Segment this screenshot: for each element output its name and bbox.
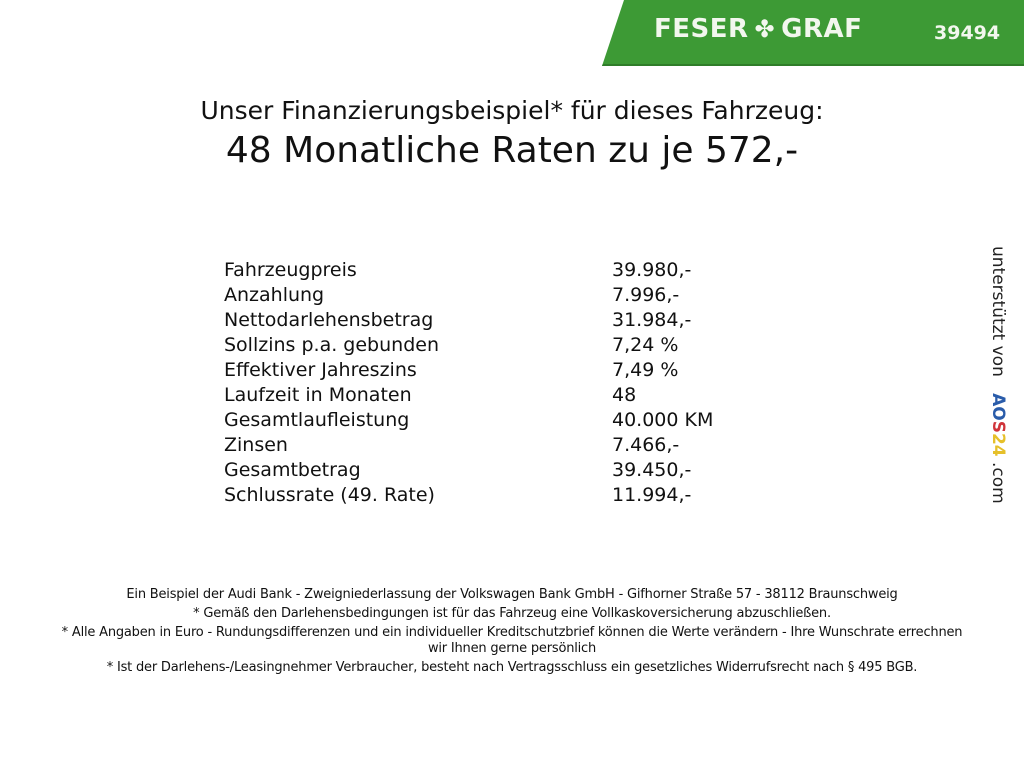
disclaimer-line: * Gemäß den Darlehensbedingungen ist für… bbox=[193, 606, 831, 621]
row-label: Zinsen bbox=[224, 434, 288, 456]
row-value: 39.450,- bbox=[612, 459, 692, 481]
table-row: Gesamtbetrag 39.450,- bbox=[224, 458, 713, 483]
row-label: Anzahlung bbox=[224, 284, 325, 306]
row-value: 40.000 KM bbox=[612, 409, 714, 431]
row-label: Schlussrate (49. Rate) bbox=[224, 484, 435, 506]
table-row: Fahrzeugpreis 39.980,- bbox=[224, 258, 713, 283]
table-row: Nettodarlehensbetrag 31.984,- bbox=[224, 308, 713, 333]
disclaimer-line: * Ist der Darlehens-/Leasingnehmer Verbr… bbox=[106, 660, 918, 675]
brand-name-2: GRAF bbox=[781, 14, 863, 44]
row-label: Fahrzeugpreis bbox=[224, 259, 357, 281]
disclaimer-line: * Alle Angaben in Euro - Rundungsdiffere… bbox=[61, 625, 963, 656]
page-title: 48 Monatliche Raten zu je 572,- bbox=[225, 130, 799, 171]
row-value: 11.994,- bbox=[612, 484, 692, 506]
brand-logo: FESER ✤ GRAF bbox=[654, 14, 862, 44]
table-row: Schlussrate (49. Rate) 11.994,- bbox=[224, 483, 713, 508]
brand-name-1: FESER bbox=[654, 14, 749, 44]
row-label: Nettodarlehensbetrag bbox=[224, 309, 434, 331]
row-value: 7.466,- bbox=[612, 434, 680, 456]
row-value: 31.984,- bbox=[612, 309, 692, 331]
table-row: Zinsen 7.466,- bbox=[224, 433, 713, 458]
table-row: Gesamtlaufleistung 40.000 KM bbox=[224, 408, 713, 433]
row-value: 7.996,- bbox=[612, 284, 680, 306]
supported-by-text: unterstützt von bbox=[988, 246, 1008, 377]
aos24-logo: AOS24 bbox=[988, 393, 1008, 457]
row-value: 7,49 % bbox=[612, 359, 679, 381]
brand-banner bbox=[602, 0, 1024, 66]
subtitle: Unser Finanzierungsbeispiel* für dieses … bbox=[200, 96, 824, 125]
finance-table: Fahrzeugpreis 39.980,- Anzahlung 7.996,- Net… bbox=[224, 258, 713, 508]
supported-by: unterstützt von AOS24 .com bbox=[988, 246, 1008, 504]
disclaimer: Ein Beispiel der Audi Bank - Zweignieder… bbox=[60, 587, 964, 679]
row-label: Laufzeit in Monaten bbox=[224, 384, 412, 406]
disclaimer-line: Ein Beispiel der Audi Bank - Zweignieder… bbox=[126, 587, 898, 602]
row-value: 39.980,- bbox=[612, 259, 692, 281]
listing-code: 39494 bbox=[934, 22, 1001, 44]
supported-by-domain: .com bbox=[988, 462, 1008, 504]
table-row: Laufzeit in Monaten 48 bbox=[224, 383, 713, 408]
table-row: Effektiver Jahreszins 7,49 % bbox=[224, 358, 713, 383]
row-value: 7,24 % bbox=[612, 334, 679, 356]
table-row: Anzahlung 7.996,- bbox=[224, 283, 713, 308]
row-label: Sollzins p.a. gebunden bbox=[224, 334, 439, 356]
row-value: 48 bbox=[612, 384, 637, 406]
clover-icon: ✤ bbox=[754, 15, 776, 43]
table-row: Sollzins p.a. gebunden 7,24 % bbox=[224, 333, 713, 358]
row-label: Effektiver Jahreszins bbox=[224, 359, 417, 381]
row-label: Gesamtbetrag bbox=[224, 459, 361, 481]
row-label: Gesamtlaufleistung bbox=[224, 409, 410, 431]
